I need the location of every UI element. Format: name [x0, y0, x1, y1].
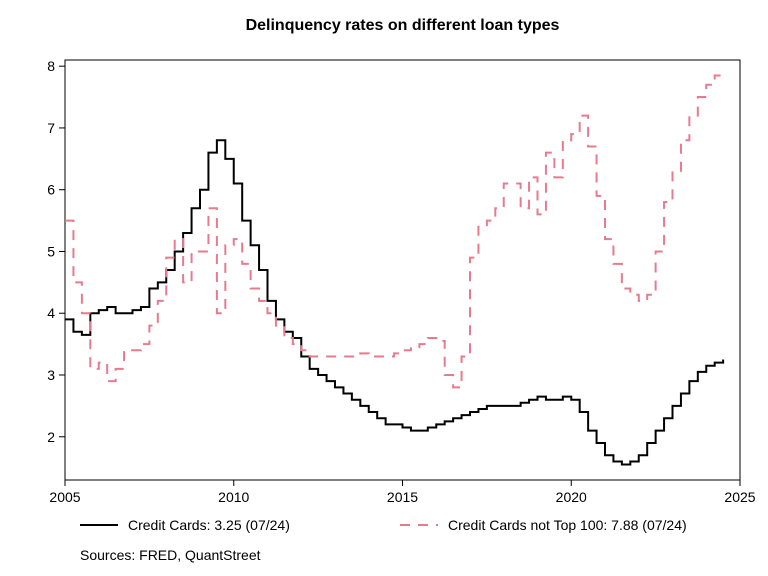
legend-label-credit-cards: Credit Cards: 3.25 (07/24) [128, 517, 290, 533]
y-tick-label: 4 [47, 305, 55, 321]
x-tick-label: 2010 [218, 489, 249, 505]
y-tick-label: 3 [47, 367, 55, 383]
y-tick-label: 5 [47, 243, 55, 259]
chart-bg [0, 0, 768, 576]
chart-container: Delinquency rates on different loan type… [0, 0, 768, 576]
y-tick-label: 8 [47, 58, 55, 74]
x-tick-label: 2005 [49, 489, 80, 505]
legend-label-credit-cards-not-top-100: Credit Cards not Top 100: 7.88 (07/24) [448, 517, 687, 533]
y-tick-label: 2 [47, 429, 55, 445]
x-tick-label: 2025 [724, 489, 755, 505]
x-tick-label: 2015 [387, 489, 418, 505]
chart-svg: Delinquency rates on different loan type… [0, 0, 768, 576]
x-tick-label: 2020 [556, 489, 587, 505]
sources-label: Sources: FRED, QuantStreet [80, 547, 261, 563]
chart-title: Delinquency rates on different loan type… [246, 17, 560, 34]
y-tick-label: 6 [47, 182, 55, 198]
y-tick-label: 7 [47, 120, 55, 136]
